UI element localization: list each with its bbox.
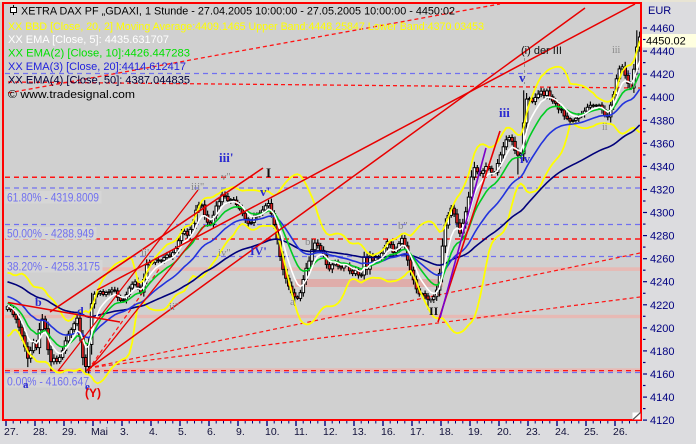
svg-text:iii'': iii'' bbox=[191, 181, 204, 193]
svg-text:© www.tradesignal.com: © www.tradesignal.com bbox=[8, 89, 135, 101]
svg-text:3.: 3. bbox=[120, 426, 129, 438]
svg-text:ii'': ii'' bbox=[169, 301, 179, 313]
svg-text:XETRA DAX PF „GDAXI, 1 Stunde: XETRA DAX PF „GDAXI, 1 Stunde - 27.04.20… bbox=[21, 6, 455, 18]
svg-text:XX EMA(2) [Close, 10]:4426.447: XX EMA(2) [Close, 10]:4426.447283 bbox=[8, 48, 190, 60]
svg-text:ii: ii bbox=[602, 122, 608, 133]
svg-text:4340: 4340 bbox=[650, 161, 674, 173]
svg-text:4450.02: 4450.02 bbox=[646, 36, 686, 48]
svg-text:23.: 23. bbox=[526, 426, 541, 438]
svg-text:12.: 12. bbox=[323, 426, 338, 438]
svg-text:4160: 4160 bbox=[650, 369, 674, 381]
svg-text:iv'': iv'' bbox=[218, 247, 231, 259]
svg-text:(i) der III: (i) der III bbox=[521, 45, 562, 57]
svg-text:4120: 4120 bbox=[650, 415, 674, 427]
svg-text:11.: 11. bbox=[294, 426, 308, 438]
svg-text:XX EMA(3) [Close, 20]:4414.612: XX EMA(3) [Close, 20]:4414.612417 bbox=[8, 61, 186, 73]
svg-text:XX EMA(4) [Close, 50]: 4387.04: XX EMA(4) [Close, 50]: 4387.044835 bbox=[8, 75, 190, 87]
svg-text:4260: 4260 bbox=[650, 254, 674, 266]
svg-text:4220: 4220 bbox=[650, 300, 674, 312]
svg-text:a': a' bbox=[290, 296, 297, 308]
svg-text:16.: 16. bbox=[381, 426, 396, 438]
svg-text:4460: 4460 bbox=[650, 23, 674, 35]
svg-text:18.: 18. bbox=[439, 426, 454, 438]
svg-text:61.80% - 4319.8009: 61.80% - 4319.8009 bbox=[7, 193, 99, 205]
svg-text:XX EMA [Close, 5]: 4435.631707: XX EMA [Close, 5]: 4435.631707 bbox=[8, 34, 169, 46]
svg-text:b': b' bbox=[305, 236, 313, 248]
svg-text:4.: 4. bbox=[149, 426, 158, 438]
svg-text:II: II bbox=[429, 304, 439, 318]
svg-text:4240: 4240 bbox=[650, 277, 674, 289]
svg-text:10.: 10. bbox=[265, 426, 280, 438]
svg-text:25.: 25. bbox=[584, 426, 599, 438]
svg-text:iii: iii bbox=[499, 105, 510, 120]
svg-text:c': c' bbox=[430, 293, 437, 305]
svg-text:4400: 4400 bbox=[650, 92, 674, 104]
svg-text:26.: 26. bbox=[613, 426, 628, 438]
svg-text:EUR: EUR bbox=[648, 5, 671, 17]
svg-text:4140: 4140 bbox=[650, 392, 674, 404]
svg-text:4320: 4320 bbox=[650, 185, 674, 197]
svg-text:ii': ii' bbox=[141, 247, 149, 259]
svg-text:a: a bbox=[23, 379, 29, 391]
svg-text:4180: 4180 bbox=[650, 346, 674, 358]
svg-text:29.: 29. bbox=[62, 426, 77, 438]
svg-text:4360: 4360 bbox=[650, 138, 674, 150]
svg-text:6.: 6. bbox=[207, 426, 216, 438]
svg-text:XX BBD [Close, 20, 2] Moving A: XX BBD [Close, 20, 2] Moving Average:440… bbox=[8, 21, 484, 33]
svg-text:v: v bbox=[519, 70, 526, 85]
svg-text:38.20% - 4258.3175: 38.20% - 4258.3175 bbox=[7, 262, 100, 274]
svg-text:Mai: Mai bbox=[91, 426, 108, 438]
svg-text:d: d bbox=[77, 304, 84, 318]
svg-text:28.: 28. bbox=[33, 426, 48, 438]
svg-text:4440: 4440 bbox=[650, 46, 674, 58]
svg-text:4420: 4420 bbox=[650, 69, 674, 81]
svg-text:e: e bbox=[85, 381, 90, 393]
svg-text:(Y): (Y) bbox=[85, 386, 101, 400]
svg-text:13.: 13. bbox=[352, 426, 367, 438]
svg-text:v': v' bbox=[260, 184, 270, 199]
svg-text:19.: 19. bbox=[468, 426, 483, 438]
svg-text:0.00% - 4160.647: 0.00% - 4160.647 bbox=[7, 377, 89, 389]
svg-text:4280: 4280 bbox=[650, 231, 674, 243]
svg-text:b: b bbox=[35, 295, 42, 309]
svg-text:4380: 4380 bbox=[650, 115, 674, 127]
svg-text:4300: 4300 bbox=[650, 208, 674, 220]
svg-text:5.: 5. bbox=[178, 426, 187, 438]
svg-text:17.: 17. bbox=[410, 426, 425, 438]
svg-text:v'': v'' bbox=[221, 171, 230, 183]
svg-text:24.: 24. bbox=[555, 426, 570, 438]
svg-text:I: I bbox=[266, 165, 271, 180]
svg-text:IV': IV' bbox=[250, 244, 267, 258]
svg-text:iv: iv bbox=[629, 80, 637, 91]
svg-text:50.00% - 4288.949: 50.00% - 4288.949 bbox=[7, 229, 94, 241]
svg-text:iii': iii' bbox=[219, 150, 233, 165]
svg-text:iv: iv bbox=[520, 151, 531, 166]
svg-text:iii: iii bbox=[612, 45, 621, 56]
svg-text:27.: 27. bbox=[4, 426, 19, 438]
svg-text:9.: 9. bbox=[236, 426, 245, 438]
svg-text:4200: 4200 bbox=[650, 323, 674, 335]
svg-text:20.: 20. bbox=[497, 426, 512, 438]
svg-text:b'': b'' bbox=[398, 220, 407, 232]
